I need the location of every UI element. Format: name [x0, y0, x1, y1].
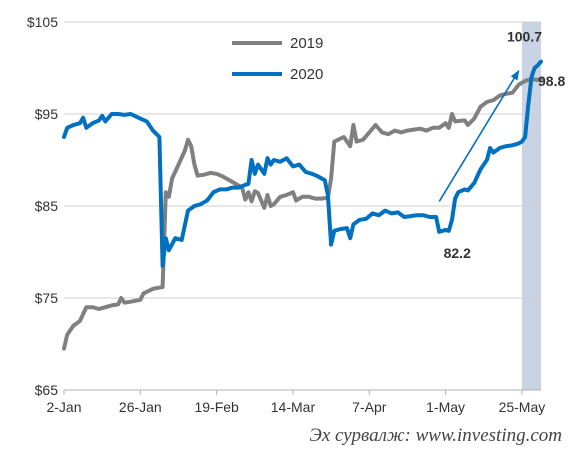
series-lines: [62, 59, 543, 351]
x-tick-label: 25-May: [499, 399, 546, 415]
legend-label-2019: 2019: [290, 35, 323, 52]
annotations: 100.7 98.8 82.2: [444, 29, 566, 261]
y-tick-label: $95: [35, 106, 59, 122]
x-tick-label: 7-Apr: [352, 399, 387, 415]
y-tick-label: $65: [35, 382, 59, 398]
series-line-2020: [62, 59, 543, 268]
x-tick-label: 14-Mar: [271, 399, 316, 415]
y-tick-label: $105: [27, 14, 58, 30]
y-axis: $65 $75 $85 $95 $105: [27, 14, 58, 398]
x-axis: 2-Jan 26-Jan 19-Feb 14-Mar 7-Apr 1-May 25-May: [46, 390, 545, 415]
annotation-2020-low: 82.2: [444, 245, 471, 261]
x-tick-label: 1-May: [426, 399, 465, 415]
gridlines: [64, 21, 541, 299]
x-tick-label: 26-Jan: [119, 399, 162, 415]
source-caption: Эх сурвалж: www.investing.com: [309, 425, 562, 446]
legend-label-2020: 2020: [290, 66, 323, 83]
legend: 2019 2020: [232, 35, 323, 83]
y-tick-label: $75: [35, 290, 59, 306]
annotation-2019-end: 98.8: [538, 73, 565, 89]
series-line-2019: [62, 77, 543, 351]
trend-arrow: [438, 69, 520, 202]
x-tick-label: 2-Jan: [46, 399, 81, 415]
x-tick-label: 19-Feb: [194, 399, 239, 415]
y-tick-label: $85: [35, 198, 59, 214]
annotation-2020-end: 100.7: [507, 29, 542, 45]
